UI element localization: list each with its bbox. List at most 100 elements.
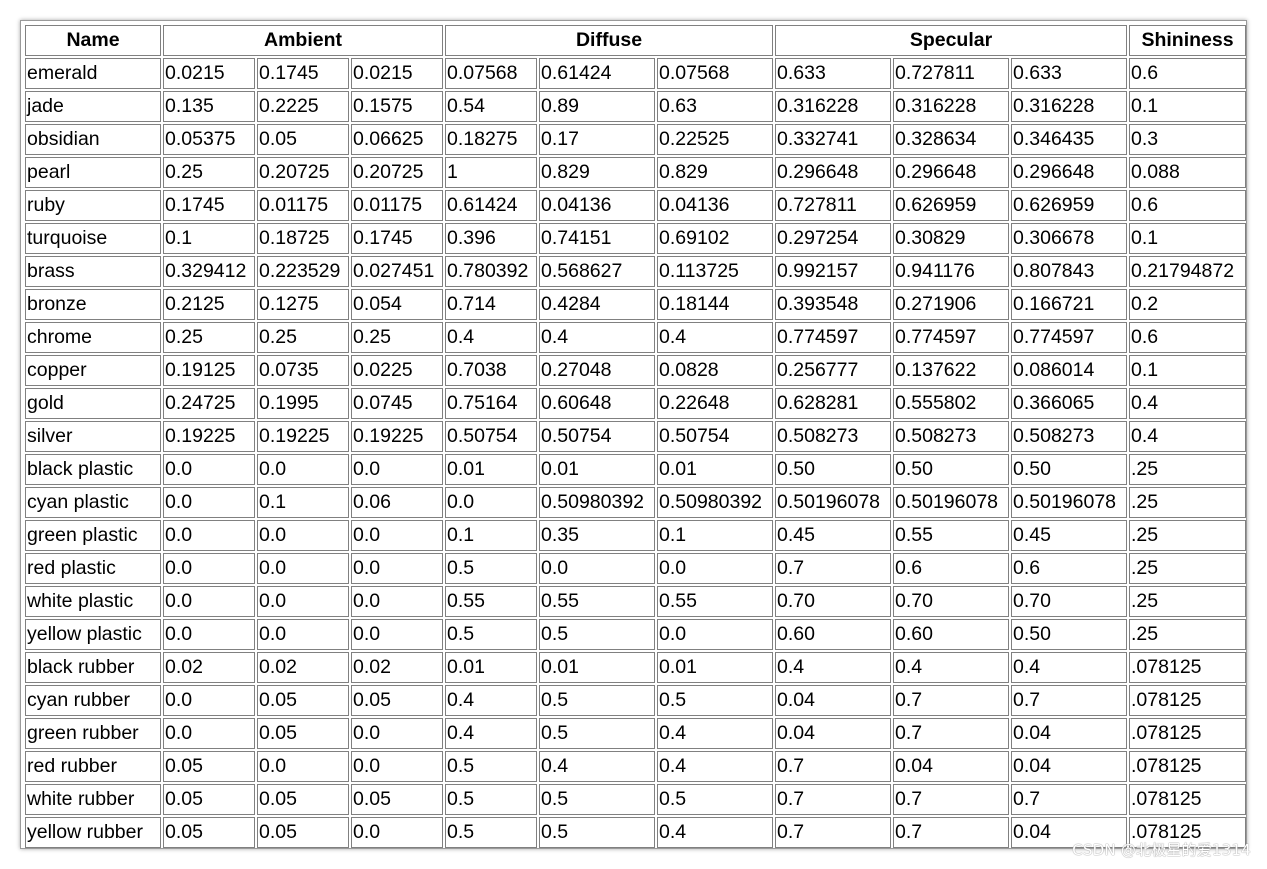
specular-b-cell: 0.633 (1011, 58, 1128, 89)
ambient-r-cell: 0.25 (163, 322, 255, 353)
shininess-cell: .25 (1129, 454, 1247, 485)
name-cell: brass (25, 256, 161, 287)
diffuse-r-cell: 0.50754 (445, 421, 537, 452)
name-cell: green plastic (25, 520, 161, 551)
diffuse-g-cell: 0.0 (539, 553, 655, 584)
specular-g-cell: 0.328634 (893, 124, 1009, 155)
ambient-b-cell: 0.19225 (351, 421, 443, 452)
specular-r-cell: 0.297254 (775, 223, 891, 254)
specular-r-cell: 0.774597 (775, 322, 891, 353)
diffuse-g-cell: 0.74151 (539, 223, 655, 254)
shininess-cell: 0.1 (1129, 223, 1247, 254)
specular-b-cell: 0.7 (1011, 685, 1128, 716)
specular-g-cell: 0.137622 (893, 355, 1009, 386)
name-cell: yellow plastic (25, 619, 161, 650)
specular-b-cell: 0.306678 (1011, 223, 1128, 254)
table-row: black plastic 0.0 0.0 0.0 0.01 0.01 0.01 0.50 0.… (25, 454, 1247, 485)
table-row: red plastic 0.0 0.0 0.0 0.5 0.0 0.0 0.7 0.6 0.6.2… (25, 553, 1247, 584)
specular-b-cell: 0.807843 (1011, 256, 1128, 287)
specular-b-cell: 0.6 (1011, 553, 1128, 584)
diffuse-r-cell: 0.5 (445, 817, 537, 848)
header-row: Name Ambient Diffuse Specular Shininess (25, 25, 1247, 56)
diffuse-g-cell: 0.4 (539, 322, 655, 353)
specular-r-cell: 0.628281 (775, 388, 891, 419)
shininess-cell: 0.4 (1129, 388, 1247, 419)
diffuse-g-cell: 0.4284 (539, 289, 655, 320)
ambient-g-cell: 0.0 (257, 520, 349, 551)
watermark: CSDN @北极星的爱1314 (1072, 841, 1251, 859)
diffuse-g-cell: 0.61424 (539, 58, 655, 89)
specular-r-cell: 0.727811 (775, 190, 891, 221)
diffuse-r-cell: 0.01 (445, 454, 537, 485)
table-row: obsidian 0.05375 0.05 0.06625 0.18275 0.17 0.2… (25, 124, 1247, 155)
diffuse-b-cell: 0.50980392 (657, 487, 773, 518)
table-row: black rubber 0.02 0.02 0.02 0.01 0.01 0.01 0.4 0… (25, 652, 1247, 683)
shininess-cell: .25 (1129, 586, 1247, 617)
specular-g-cell: 0.60 (893, 619, 1009, 650)
diffuse-r-cell: 0.7038 (445, 355, 537, 386)
name-cell: turquoise (25, 223, 161, 254)
specular-g-cell: 0.555802 (893, 388, 1009, 419)
diffuse-b-cell: 0.5 (657, 784, 773, 815)
diffuse-b-cell: 0.0 (657, 553, 773, 584)
specular-r-cell: 0.508273 (775, 421, 891, 452)
diffuse-g-cell: 0.01 (539, 652, 655, 683)
name-cell: green rubber (25, 718, 161, 749)
table-row: bronze 0.2125 0.1275 0.054 0.714 0.4284 0.1814… (25, 289, 1247, 320)
table-row: ruby 0.1745 0.01175 0.01175 0.61424 0.04136 0.… (25, 190, 1247, 221)
name-cell: red rubber (25, 751, 161, 782)
name-cell: white plastic (25, 586, 161, 617)
specular-g-cell: 0.55 (893, 520, 1009, 551)
table-row: yellow rubber 0.05 0.05 0.0 0.5 0.5 0.4 0.7 0.7 0… (25, 817, 1247, 848)
shininess-cell: .25 (1129, 553, 1247, 584)
specular-b-cell: 0.346435 (1011, 124, 1128, 155)
ambient-g-cell: 0.1995 (257, 388, 349, 419)
specular-b-cell: 0.4 (1011, 652, 1128, 683)
diffuse-b-cell: 0.4 (657, 718, 773, 749)
name-cell: yellow rubber (25, 817, 161, 848)
ambient-r-cell: 0.2125 (163, 289, 255, 320)
ambient-b-cell: 0.20725 (351, 157, 443, 188)
specular-r-cell: 0.70 (775, 586, 891, 617)
ambient-r-cell: 0.0 (163, 718, 255, 749)
diffuse-b-cell: 0.18144 (657, 289, 773, 320)
ambient-g-cell: 0.18725 (257, 223, 349, 254)
diffuse-r-cell: 0.1 (445, 520, 537, 551)
specular-r-cell: 0.60 (775, 619, 891, 650)
ambient-g-cell: 0.0735 (257, 355, 349, 386)
ambient-b-cell: 0.0 (351, 454, 443, 485)
specular-g-cell: 0.316228 (893, 91, 1009, 122)
specular-g-cell: 0.4 (893, 652, 1009, 683)
shininess-cell: 0.6 (1129, 190, 1247, 221)
specular-g-cell: 0.508273 (893, 421, 1009, 452)
ambient-b-cell: 0.0 (351, 586, 443, 617)
diffuse-g-cell: 0.829 (539, 157, 655, 188)
table-row: cyan rubber 0.0 0.05 0.05 0.4 0.5 0.5 0.04 0.7 0.… (25, 685, 1247, 716)
specular-g-cell: 0.941176 (893, 256, 1009, 287)
diffuse-g-cell: 0.50754 (539, 421, 655, 452)
specular-b-cell: 0.70 (1011, 586, 1128, 617)
specular-g-cell: 0.626959 (893, 190, 1009, 221)
diffuse-r-cell: 0.55 (445, 586, 537, 617)
diffuse-b-cell: 0.4 (657, 751, 773, 782)
specular-g-cell: 0.727811 (893, 58, 1009, 89)
diffuse-g-cell: 0.5 (539, 619, 655, 650)
specular-g-cell: 0.50196078 (893, 487, 1009, 518)
table-row: yellow plastic 0.0 0.0 0.0 0.5 0.5 0.0 0.60 0.60… (25, 619, 1247, 650)
name-cell: silver (25, 421, 161, 452)
table-row: turquoise 0.1 0.18725 0.1745 0.396 0.74151 0.6… (25, 223, 1247, 254)
diffuse-g-cell: 0.568627 (539, 256, 655, 287)
ambient-g-cell: 0.0 (257, 454, 349, 485)
table-row: red rubber 0.05 0.0 0.0 0.5 0.4 0.4 0.7 0.04 0.04… (25, 751, 1247, 782)
table-row: silver 0.19225 0.19225 0.19225 0.50754 0.5075… (25, 421, 1247, 452)
diffuse-g-cell: 0.60648 (539, 388, 655, 419)
ambient-g-cell: 0.0 (257, 751, 349, 782)
ambient-r-cell: 0.05375 (163, 124, 255, 155)
ambient-b-cell: 0.05 (351, 685, 443, 716)
ambient-g-cell: 0.20725 (257, 157, 349, 188)
ambient-b-cell: 0.0 (351, 553, 443, 584)
table-body: emerald 0.0215 0.1745 0.0215 0.07568 0.61424 0… (25, 58, 1247, 848)
table-row: pearl 0.25 0.20725 0.20725 1 0.829 0.829 0.2966… (25, 157, 1247, 188)
name-cell: pearl (25, 157, 161, 188)
diffuse-b-cell: 0.4 (657, 817, 773, 848)
